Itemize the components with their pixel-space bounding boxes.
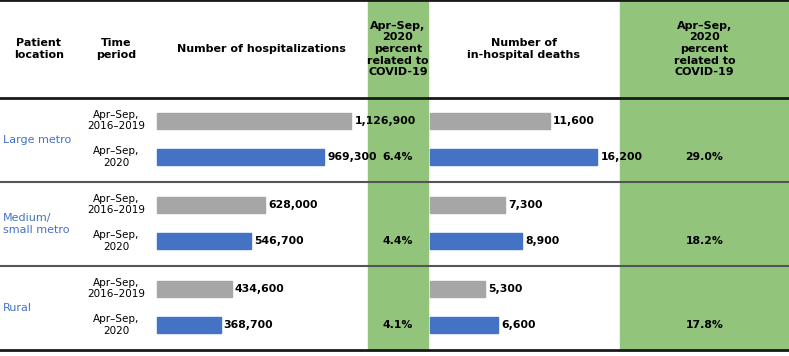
Bar bbox=[157, 149, 324, 165]
Bar bbox=[157, 197, 265, 213]
Text: 546,700: 546,700 bbox=[254, 236, 304, 246]
Text: 16,200: 16,200 bbox=[600, 152, 642, 162]
Text: 969,300: 969,300 bbox=[327, 152, 376, 162]
Text: Rural: Rural bbox=[3, 303, 32, 313]
Text: Apr–Sep,
2016–2019: Apr–Sep, 2016–2019 bbox=[88, 194, 145, 215]
Text: 11,600: 11,600 bbox=[553, 116, 595, 126]
Bar bbox=[368, 0, 428, 350]
Text: Medium/
small metro: Medium/ small metro bbox=[3, 213, 69, 235]
Text: 6.4%: 6.4% bbox=[383, 152, 413, 162]
Text: Apr–Sep,
2016–2019: Apr–Sep, 2016–2019 bbox=[88, 278, 145, 299]
Bar bbox=[430, 197, 506, 213]
Bar bbox=[430, 149, 597, 165]
Text: 17.8%: 17.8% bbox=[686, 320, 724, 330]
Bar bbox=[620, 0, 789, 350]
Bar bbox=[430, 281, 484, 297]
Bar bbox=[157, 317, 221, 333]
Text: 8,900: 8,900 bbox=[525, 236, 559, 246]
Text: 18.2%: 18.2% bbox=[686, 236, 724, 246]
Text: Number of hospitalizations: Number of hospitalizations bbox=[177, 44, 346, 54]
Text: Apr–Sep,
2020
percent
related to
COVID-19: Apr–Sep, 2020 percent related to COVID-1… bbox=[674, 21, 735, 77]
Bar bbox=[430, 113, 550, 129]
Text: 29.0%: 29.0% bbox=[686, 152, 724, 162]
Text: 4.1%: 4.1% bbox=[383, 320, 413, 330]
Bar bbox=[430, 233, 522, 249]
Text: Time
period: Time period bbox=[96, 38, 136, 60]
Text: Apr–Sep,
2020: Apr–Sep, 2020 bbox=[93, 314, 140, 336]
Text: 628,000: 628,000 bbox=[268, 200, 318, 210]
Text: 4.4%: 4.4% bbox=[383, 236, 413, 246]
Text: Apr–Sep,
2016–2019: Apr–Sep, 2016–2019 bbox=[88, 110, 145, 131]
Text: Number of
in-hospital deaths: Number of in-hospital deaths bbox=[468, 38, 581, 60]
Text: 434,600: 434,600 bbox=[235, 284, 285, 294]
Bar bbox=[430, 317, 498, 333]
Text: 7,300: 7,300 bbox=[508, 200, 543, 210]
Text: Large metro: Large metro bbox=[3, 135, 71, 145]
Text: Apr–Sep,
2020: Apr–Sep, 2020 bbox=[93, 230, 140, 252]
Text: Apr–Sep,
2020
percent
related to
COVID-19: Apr–Sep, 2020 percent related to COVID-1… bbox=[367, 21, 428, 77]
Text: Patient
location: Patient location bbox=[14, 38, 64, 60]
Text: 368,700: 368,700 bbox=[223, 320, 273, 330]
Text: 5,300: 5,300 bbox=[488, 284, 522, 294]
Text: Apr–Sep,
2020: Apr–Sep, 2020 bbox=[93, 146, 140, 168]
Text: 1,126,900: 1,126,900 bbox=[354, 116, 416, 126]
Text: 6,600: 6,600 bbox=[501, 320, 536, 330]
Bar bbox=[157, 113, 351, 129]
Bar bbox=[157, 281, 232, 297]
Bar bbox=[157, 233, 252, 249]
